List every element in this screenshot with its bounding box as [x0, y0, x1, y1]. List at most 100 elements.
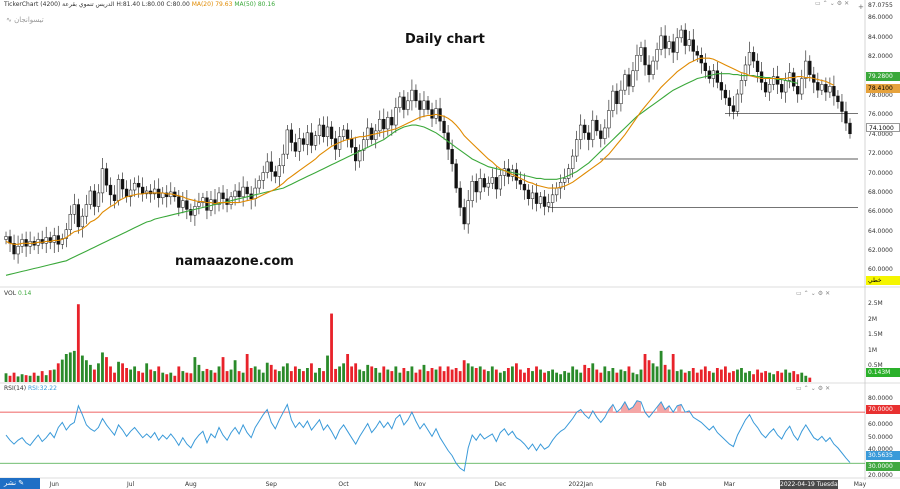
- candle-body: [695, 51, 699, 56]
- volume-bar: [209, 370, 213, 382]
- volume-bar: [438, 366, 442, 382]
- candle-body: [631, 70, 635, 87]
- volume-bar: [414, 372, 418, 382]
- candle-body: [72, 204, 76, 215]
- candle-body: [253, 187, 257, 199]
- candle-body: [518, 180, 523, 185]
- volume-bar: [289, 371, 293, 382]
- volume-bar: [715, 368, 719, 382]
- volume-bar: [723, 366, 727, 382]
- up-icon[interactable]: ⌃: [822, 0, 830, 7]
- candle-body: [273, 171, 277, 177]
- candle-body: [715, 70, 720, 83]
- maximize-icon[interactable]: ▭: [796, 385, 804, 392]
- candle-body: [233, 190, 237, 198]
- volume-bar: [205, 368, 209, 382]
- volume-bar: [40, 371, 44, 382]
- volume-bar: [671, 354, 675, 382]
- down-icon[interactable]: ⌄: [810, 385, 818, 392]
- settings-icon[interactable]: ⚙: [817, 385, 826, 392]
- candle-body: [832, 86, 836, 97]
- volume-bar: [615, 372, 619, 382]
- candle-body: [683, 29, 687, 46]
- candle-body: [788, 72, 792, 81]
- rsi-tick-label: 20.0000: [868, 472, 893, 479]
- volume-bar: [406, 371, 410, 382]
- volume-bar: [297, 368, 301, 382]
- volume-bar: [599, 372, 603, 382]
- stop-tag: خطي: [866, 276, 900, 285]
- price-panel-controls[interactable]: ▭⌃⌄⚙✕: [815, 0, 851, 7]
- x-tick-label: Mar: [723, 481, 736, 488]
- volume-bar: [173, 375, 177, 382]
- pencil-icon: ✎: [18, 479, 25, 487]
- candle-body: [579, 124, 583, 140]
- plus-icon[interactable]: +: [858, 3, 864, 11]
- volume-bar: [93, 369, 96, 382]
- close-icon[interactable]: ✕: [825, 385, 833, 392]
- volume-bar: [764, 371, 767, 382]
- volume-panel-controls[interactable]: ▭⌃⌄⚙✕: [796, 290, 832, 297]
- brand-logo: ∿ تيسوانجان: [6, 16, 44, 24]
- candle-body: [675, 37, 679, 53]
- x-tick-label: Nov: [414, 481, 426, 488]
- maximize-icon[interactable]: ▭: [796, 290, 804, 297]
- up-icon[interactable]: ⌃: [803, 385, 811, 392]
- rsi-panel-controls[interactable]: ▭⌃⌄⚙✕: [796, 385, 832, 392]
- volume-bar: [16, 376, 20, 382]
- candle-body: [583, 124, 587, 134]
- down-icon[interactable]: ⌄: [829, 0, 837, 7]
- ma20-value: 79.63: [215, 1, 233, 8]
- candle-body: [687, 39, 691, 46]
- x-tick-label: 2022Jan: [568, 481, 593, 488]
- volume-tick-label: 2M: [868, 315, 877, 323]
- volume-bar: [655, 366, 659, 382]
- candle-body: [426, 100, 430, 110]
- x-tick-label: Oct: [338, 481, 349, 488]
- watermark: namaazone.com: [175, 254, 294, 269]
- up-icon[interactable]: ⌃: [803, 290, 811, 297]
- candle-body: [482, 178, 486, 188]
- candle-body: [345, 129, 350, 139]
- candle-body: [60, 238, 64, 245]
- candle-body: [132, 182, 137, 191]
- volume-bar: [780, 372, 784, 382]
- down-icon[interactable]: ⌄: [810, 290, 818, 297]
- volume-bar: [378, 372, 382, 382]
- volume-bar: [663, 364, 667, 382]
- volume-bar: [273, 369, 277, 382]
- candle-body: [16, 245, 20, 255]
- volume-bar: [651, 363, 655, 382]
- volume-bar: [792, 371, 796, 382]
- x-tick-label: Feb: [655, 481, 667, 488]
- volume-bar: [559, 374, 563, 382]
- settings-icon[interactable]: ⚙: [836, 0, 845, 7]
- candle-body: [840, 101, 844, 112]
- maximize-icon[interactable]: ▭: [815, 0, 823, 7]
- volume-bar: [330, 313, 333, 382]
- candle-body: [366, 127, 370, 140]
- candle-body: [92, 190, 97, 207]
- candle-body: [571, 155, 575, 169]
- volume-bar: [72, 350, 76, 382]
- volume-bar: [478, 366, 482, 382]
- candle-body: [189, 209, 193, 216]
- volume-bar: [418, 369, 422, 382]
- volume-bar: [527, 368, 530, 382]
- candle-body: [261, 172, 265, 181]
- rsi-header: RSI(14) RSI:32.22: [4, 385, 57, 393]
- volume-bar: [490, 366, 494, 382]
- volume-bar: [137, 371, 141, 382]
- volume-bar: [32, 372, 36, 382]
- settings-icon[interactable]: ⚙: [817, 290, 826, 297]
- share-button[interactable]: نشر ✎: [0, 478, 40, 489]
- close-icon[interactable]: ✕: [825, 290, 833, 297]
- volume-bar: [434, 369, 438, 382]
- candle-body: [599, 130, 603, 139]
- rsi-overbought-fill: [620, 400, 641, 413]
- candle-body: [848, 122, 852, 135]
- volume-bar: [474, 368, 478, 382]
- volume-bar: [543, 372, 546, 382]
- volume-bar: [84, 360, 88, 382]
- close-icon[interactable]: ✕: [844, 0, 852, 7]
